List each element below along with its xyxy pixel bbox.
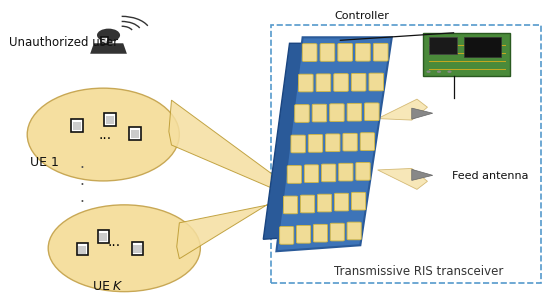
Text: Transmissive RIS transceiver: Transmissive RIS transceiver [334, 265, 504, 278]
Circle shape [447, 70, 452, 73]
Polygon shape [263, 43, 379, 239]
FancyBboxPatch shape [304, 165, 318, 182]
Polygon shape [169, 100, 287, 194]
FancyBboxPatch shape [300, 195, 315, 213]
FancyBboxPatch shape [351, 73, 366, 91]
Circle shape [97, 29, 120, 42]
Text: K: K [113, 280, 121, 293]
FancyBboxPatch shape [334, 193, 349, 211]
FancyBboxPatch shape [326, 134, 340, 152]
FancyBboxPatch shape [343, 133, 357, 151]
Bar [104, 113, 116, 126]
Bar [423, 33, 510, 76]
Text: ...: ... [107, 235, 121, 249]
Text: UE: UE [93, 280, 114, 293]
Bar [73, 122, 81, 130]
Text: ·
·
·: · · · [80, 160, 85, 210]
Ellipse shape [48, 205, 201, 292]
FancyBboxPatch shape [330, 223, 344, 241]
FancyBboxPatch shape [334, 74, 349, 91]
Bar [98, 230, 109, 243]
Text: Feed antenna: Feed antenna [452, 172, 529, 182]
Bar [133, 245, 141, 253]
FancyBboxPatch shape [364, 103, 379, 120]
Text: ...: ... [98, 127, 111, 142]
Bar [129, 127, 140, 140]
FancyBboxPatch shape [330, 104, 344, 121]
FancyBboxPatch shape [338, 43, 352, 61]
Bar [429, 37, 458, 54]
FancyBboxPatch shape [373, 43, 388, 61]
FancyBboxPatch shape [296, 226, 311, 243]
FancyBboxPatch shape [360, 133, 375, 150]
FancyBboxPatch shape [369, 73, 384, 91]
Circle shape [437, 70, 441, 73]
FancyBboxPatch shape [309, 134, 323, 152]
Polygon shape [90, 43, 127, 54]
Bar [130, 130, 139, 138]
FancyBboxPatch shape [287, 165, 301, 183]
Ellipse shape [27, 88, 179, 181]
FancyBboxPatch shape [356, 162, 370, 180]
Bar [102, 38, 106, 43]
Text: Unauthorized user: Unauthorized user [9, 36, 118, 49]
FancyBboxPatch shape [356, 43, 370, 61]
FancyBboxPatch shape [299, 74, 313, 92]
FancyBboxPatch shape [312, 104, 327, 122]
Bar [77, 243, 88, 255]
FancyBboxPatch shape [295, 105, 309, 122]
FancyBboxPatch shape [279, 226, 294, 244]
FancyBboxPatch shape [320, 43, 335, 61]
Bar [71, 119, 83, 132]
FancyBboxPatch shape [313, 224, 328, 242]
Text: UE 1: UE 1 [30, 156, 59, 169]
Bar [78, 246, 87, 254]
FancyBboxPatch shape [291, 135, 305, 153]
Polygon shape [276, 37, 392, 251]
Bar [132, 242, 143, 255]
FancyBboxPatch shape [302, 44, 317, 61]
FancyBboxPatch shape [351, 192, 366, 210]
FancyBboxPatch shape [283, 196, 298, 214]
FancyBboxPatch shape [347, 103, 362, 121]
FancyBboxPatch shape [347, 222, 361, 240]
FancyBboxPatch shape [317, 194, 332, 212]
Polygon shape [378, 99, 427, 120]
Text: Controller: Controller [334, 11, 389, 21]
FancyBboxPatch shape [316, 74, 331, 92]
Polygon shape [412, 108, 433, 119]
Bar [106, 116, 115, 124]
Bar [464, 37, 501, 57]
Bar [99, 233, 107, 241]
Polygon shape [176, 191, 289, 259]
Polygon shape [412, 169, 433, 180]
FancyBboxPatch shape [339, 163, 353, 181]
Bar [271, 25, 541, 283]
Bar [101, 37, 108, 44]
Circle shape [426, 70, 431, 73]
Polygon shape [378, 169, 427, 189]
FancyBboxPatch shape [322, 164, 336, 182]
